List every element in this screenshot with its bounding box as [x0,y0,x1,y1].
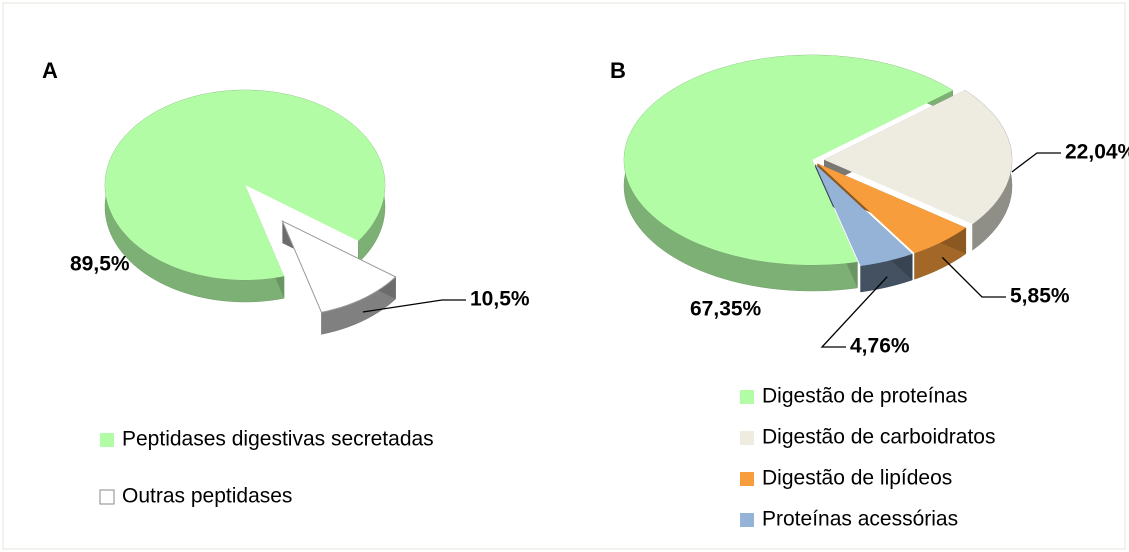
legend-label: Outras peptidases [122,485,292,508]
slice [823,90,1012,225]
slice [624,55,953,265]
slice [817,163,966,254]
slice [105,90,385,280]
legend-swatch [740,390,754,404]
legend-swatch [100,433,114,447]
slice [281,220,397,313]
legend-label: Proteínas acessórias [762,508,958,531]
value-label: 10,5% [470,288,530,311]
legend-label: Digestão de lipídeos [762,467,952,490]
legend-swatch [740,431,754,445]
slice [815,164,913,267]
leader-line [820,276,888,348]
panel-label: B [610,58,626,83]
legend-swatch [740,472,754,486]
legend-swatch [99,489,115,505]
panel-label: A [42,58,58,83]
leader-line [941,256,1006,298]
legend-label: Peptidases digestivas secretadas [122,428,434,451]
value-label: 89,5% [70,253,130,276]
leader-line [362,299,466,313]
value-label: 22,04% [1065,141,1129,164]
legend-label: Digestão de proteínas [762,385,967,408]
value-label: 5,85% [1010,285,1070,308]
legend-swatch [740,513,754,527]
leader-line [1011,152,1061,173]
value-label: 4,76% [850,335,910,358]
legend-label: Digestão de carboidratos [762,426,995,449]
value-label: 67,35% [690,298,762,321]
